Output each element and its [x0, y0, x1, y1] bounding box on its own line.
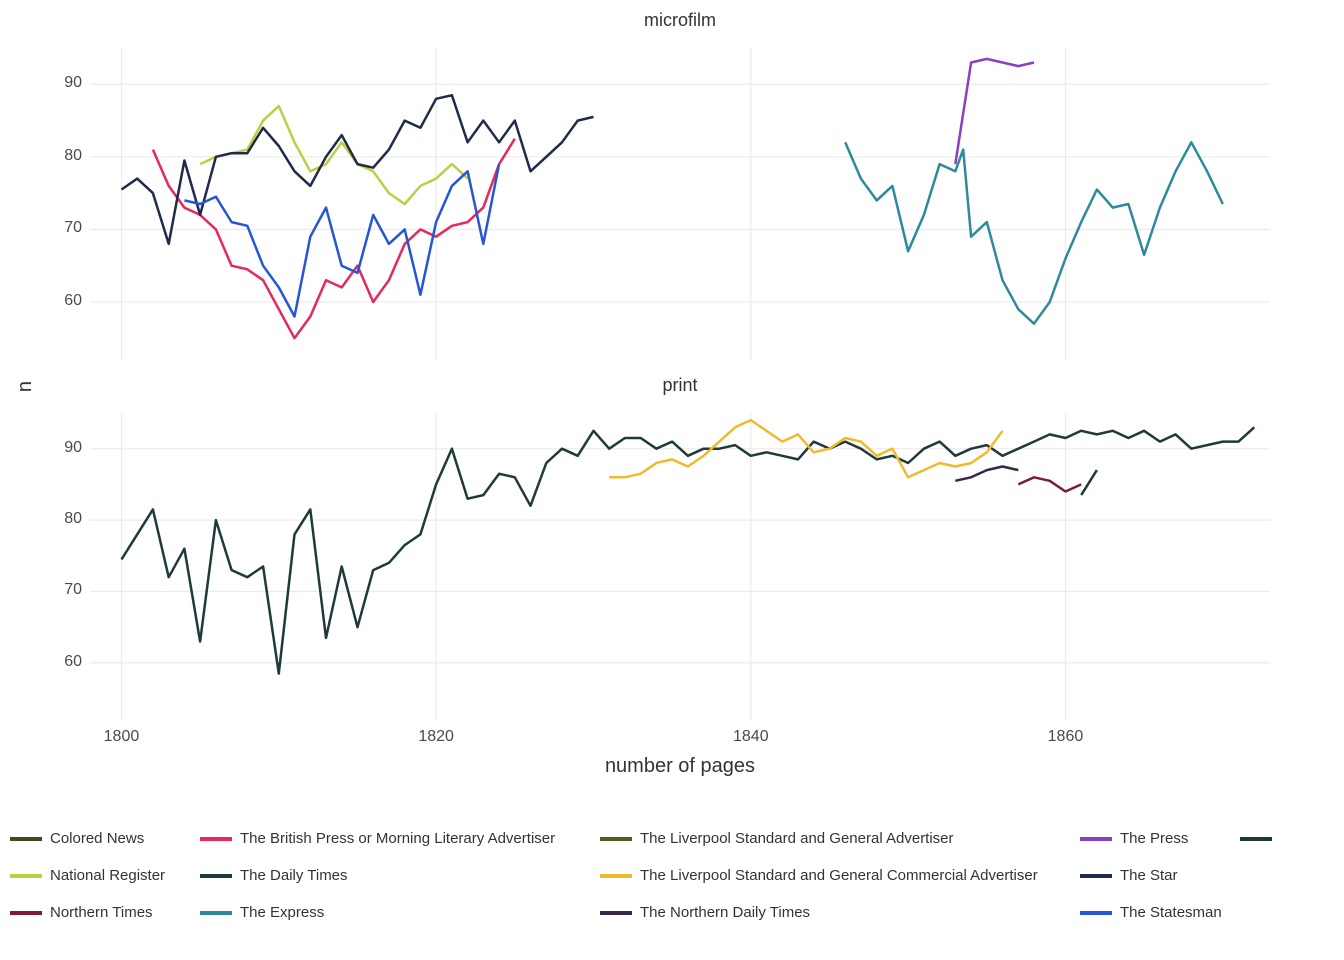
legend-label: Northern Times [50, 904, 153, 921]
y-tick-label: 60 [64, 653, 82, 671]
legend: Colored News The British Press or Morning… [10, 830, 1330, 921]
legend-item: The Statesman [1080, 904, 1240, 921]
legend-label: The Liverpool Standard and General Comme… [640, 867, 1038, 884]
y-tick-label: 60 [64, 292, 82, 310]
legend-swatch-icon [1240, 837, 1272, 841]
series-line-daily_times [122, 427, 1255, 673]
series-line-northern_times [1018, 477, 1081, 491]
y-tick-label: 90 [64, 439, 82, 457]
legend-swatch-icon [10, 837, 42, 841]
legend-item: The Liverpool Standard and General Adver… [600, 830, 1080, 847]
legend-swatch-icon [600, 837, 632, 841]
legend-item: Northern Times [10, 904, 200, 921]
chart-panel-print [0, 395, 1344, 760]
legend-label: The Star [1120, 867, 1178, 884]
facet-title-print: print [90, 375, 1270, 396]
legend-swatch-icon [10, 911, 42, 915]
x-tick-label: 1860 [1040, 728, 1090, 746]
series-line-the_statesman [184, 164, 499, 316]
legend-swatch-icon [600, 911, 632, 915]
legend-item [1240, 867, 1300, 884]
y-tick-label: 80 [64, 147, 82, 165]
legend-item: The Daily Times [200, 867, 600, 884]
legend-label: The Daily Times [240, 867, 348, 884]
legend-label: Colored News [50, 830, 144, 847]
series-line-the_express [845, 142, 1223, 323]
facet-title-microfilm: microfilm [90, 10, 1270, 31]
legend-swatch-icon [200, 911, 232, 915]
y-tick-label: 90 [64, 74, 82, 92]
x-tick-label: 1820 [411, 728, 461, 746]
legend-item [1240, 904, 1300, 921]
legend-swatch-icon [200, 837, 232, 841]
legend-swatch-icon [1080, 837, 1112, 841]
legend-label: The Express [240, 904, 324, 921]
legend-label: The Press [1120, 830, 1188, 847]
legend-item: National Register [10, 867, 200, 884]
legend-item: The Press [1080, 830, 1240, 847]
chart-panel-microfilm [0, 30, 1344, 400]
legend-swatch-icon [200, 874, 232, 878]
y-tick-label: 70 [64, 219, 82, 237]
series-line-national_register [200, 106, 468, 204]
y-tick-label: 80 [64, 510, 82, 528]
legend-label: National Register [50, 867, 165, 884]
legend-label: The Statesman [1120, 904, 1222, 921]
x-tick-label: 1800 [96, 728, 146, 746]
legend-item [1240, 830, 1300, 847]
y-tick-label: 70 [64, 581, 82, 599]
legend-swatch-icon [1080, 874, 1112, 878]
series-line-unnamed_tail [1081, 470, 1097, 495]
legend-swatch-icon [10, 874, 42, 878]
y-axis-label: n [14, 381, 37, 392]
legend-label: The Northern Daily Times [640, 904, 810, 921]
legend-swatch-icon [600, 874, 632, 878]
series-line-the_press [955, 59, 1034, 164]
legend-item: The Liverpool Standard and General Comme… [600, 867, 1080, 884]
legend-swatch-icon [1080, 911, 1112, 915]
legend-item: The Northern Daily Times [600, 904, 1080, 921]
legend-item: The British Press or Morning Literary Ad… [200, 830, 600, 847]
legend-item: The Express [200, 904, 600, 921]
x-tick-label: 1840 [726, 728, 776, 746]
legend-label: The Liverpool Standard and General Adver… [640, 830, 954, 847]
legend-item: Colored News [10, 830, 200, 847]
legend-item: The Star [1080, 867, 1240, 884]
series-line-northern_daily_times [955, 467, 1018, 481]
legend-label: The British Press or Morning Literary Ad… [240, 830, 555, 847]
x-axis-label: number of pages [90, 755, 1270, 778]
series-line-the_star [122, 95, 594, 244]
